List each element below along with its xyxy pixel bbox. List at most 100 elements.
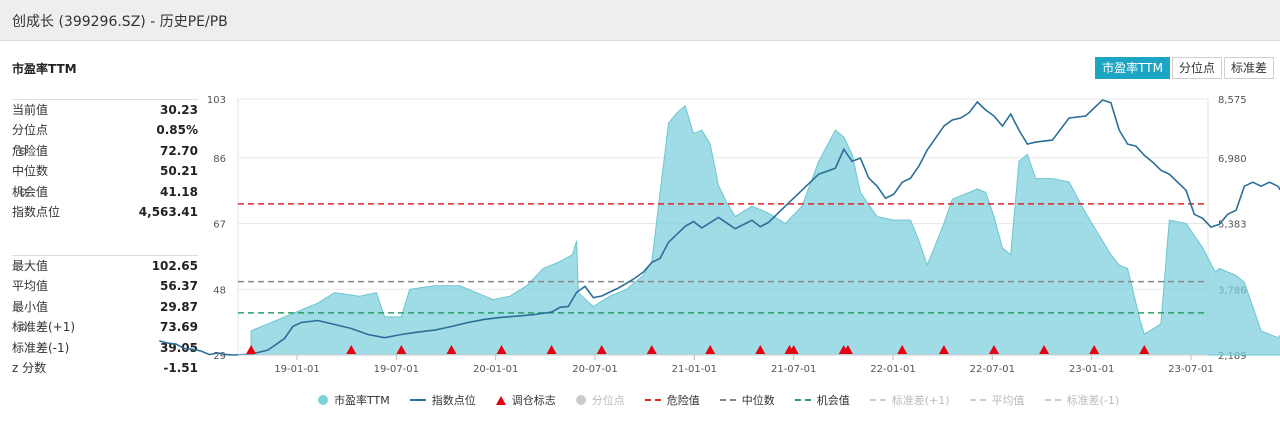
line-icon: [409, 399, 426, 401]
legend-item[interactable]: 调仓标志: [495, 392, 556, 408]
index-line: [159, 99, 1280, 356]
stat-label: 最小值: [12, 299, 49, 314]
legend-label: 指数点位: [431, 394, 476, 407]
x-tick-label: 23-07-01: [1168, 364, 1213, 375]
legend-item[interactable]: 分位点: [575, 392, 625, 408]
stats-panel-bottom: 最大值 102.65 平均值 56.37 最小值 29.87 标准差(+1) ⚙ 73.69 标准…: [12, 255, 198, 378]
stat-row: z 分数 -1.51: [12, 358, 198, 378]
window-title: 创成长 (399296.SZ) - 历史PE/PB: [12, 14, 228, 30]
stat-value: 72.70: [160, 143, 198, 158]
stat-value: 73.69: [160, 320, 198, 335]
stat-value: 0.85%: [156, 123, 198, 138]
rebalance-marker: [1039, 345, 1050, 354]
tab-pe-ttm[interactable]: 市盈率TTM: [1095, 57, 1170, 79]
legend-label: 中位数: [741, 394, 775, 407]
stat-value: 4,563.41: [138, 204, 198, 219]
y-right-tick-label: 8,575: [1218, 95, 1247, 106]
stat-row: 最小值 29.87: [12, 297, 198, 317]
gear-icon[interactable]: ⚙: [18, 185, 28, 199]
dash-line-icon: [969, 399, 986, 401]
stat-label: 最大值: [12, 259, 49, 273]
stat-label: 分位点: [12, 123, 49, 138]
x-tick-label: 20-01-01: [473, 364, 518, 375]
dash-line-icon: [644, 399, 661, 401]
stat-value: -1.51: [163, 360, 198, 375]
stat-label: z 分数: [12, 360, 47, 375]
stat-label: 机会值: [12, 184, 49, 199]
legend-label: 平均值: [991, 394, 1025, 407]
rebalance-marker: [546, 345, 557, 354]
stat-label: 标准差(+1): [12, 320, 76, 335]
x-tick-label: 23-01-01: [1069, 364, 1114, 375]
stat-value: 30.23: [160, 103, 198, 117]
legend-label: 标准差(+1): [891, 394, 950, 407]
pe-ttm-area: [250, 105, 1280, 356]
x-tick-label: 22-01-01: [870, 364, 915, 375]
rebalance-marker: [446, 345, 457, 354]
x-tick-label: 22-07-01: [970, 364, 1015, 375]
chart-legend: 市盈率TTM 指数点位 调仓标志 分位点 危险值 中位数 机会值 标准差(+1) 平均值 标准差(…: [318, 392, 1139, 408]
legend-item[interactable]: 标准差(+1): [869, 392, 950, 408]
stat-row: 平均值 56.37: [12, 276, 198, 296]
stat-label: 当前值: [12, 103, 49, 117]
stat-value: 56.37: [160, 279, 198, 294]
y-left-tick-label: 86: [213, 154, 226, 165]
legend-item[interactable]: 机会值: [794, 392, 850, 408]
stat-row: 当前值 30.23: [12, 100, 198, 120]
dash-line-icon: [794, 399, 811, 401]
legend-item[interactable]: 市盈率TTM: [318, 392, 390, 408]
y-left-tick-label: 29: [213, 351, 226, 362]
circle-icon: [318, 395, 328, 405]
y-left-tick-label: 103: [207, 95, 226, 106]
circle-icon: [575, 395, 586, 405]
legend-item[interactable]: 标准差(-1): [1044, 392, 1120, 408]
x-tick-label: 19-01-01: [274, 364, 319, 375]
dash-line-icon: [719, 399, 736, 401]
legend-label: 机会值: [816, 394, 850, 407]
y-right-tick-label: 6,980: [1218, 154, 1247, 165]
rebalance-marker: [1089, 345, 1100, 354]
rebalance-marker: [938, 345, 949, 354]
stat-row: 危险值 ⚙ 72.70: [12, 141, 198, 161]
dash-line-icon: [869, 399, 886, 401]
gear-icon[interactable]: ⚙: [18, 144, 28, 158]
rebalance-marker: [705, 345, 716, 354]
stat-value: 41.18: [160, 184, 198, 199]
rebalance-marker: [755, 345, 766, 354]
stat-value: 29.87: [160, 299, 198, 314]
stat-row: 标准差(+1) ⚙ 73.69: [12, 317, 198, 337]
gear-icon[interactable]: ⚙: [18, 321, 28, 335]
y-right-tick-label: 2,189: [1218, 351, 1247, 362]
stat-label: 标准差(-1): [12, 340, 70, 355]
stat-row: 中位数 50.21: [12, 161, 198, 181]
legend-item[interactable]: 中位数: [719, 392, 775, 408]
legend-label: 分位点: [591, 394, 625, 407]
stat-row: 指数点位 4,563.41: [12, 202, 198, 222]
section-title: 市盈率TTM: [12, 62, 77, 76]
legend-item[interactable]: 危险值: [644, 392, 700, 408]
legend-label: 标准差(-1): [1066, 394, 1120, 407]
y-left-tick-label: 67: [213, 220, 226, 231]
x-tick-label: 19-07-01: [374, 364, 419, 375]
y-left-tick-label: 48: [213, 285, 226, 296]
legend-label: 危险值: [666, 394, 700, 407]
stat-row: 最大值 102.65: [12, 256, 198, 276]
dash-line-icon: [1044, 399, 1061, 401]
tab-percentile[interactable]: 分位点: [1171, 57, 1222, 79]
stat-value: 50.21: [160, 164, 198, 179]
rebalance-marker: [788, 345, 799, 354]
x-tick-label: 21-07-01: [771, 364, 816, 375]
x-tick-label: 20-07-01: [572, 364, 617, 375]
rebalance-marker: [246, 345, 257, 354]
stat-label: 危险值: [12, 143, 49, 158]
legend-item[interactable]: 平均值: [969, 392, 1025, 408]
legend-item[interactable]: 指数点位: [409, 392, 476, 408]
tab-std-dev[interactable]: 标准差: [1223, 57, 1274, 79]
x-tick-label: 21-01-01: [672, 364, 717, 375]
stat-row: 机会值 ⚙ 41.18: [12, 182, 198, 202]
metric-tabs: 市盈率TTM 分位点 标准差: [1093, 57, 1274, 79]
stat-value: 102.65: [151, 259, 198, 273]
rebalance-marker: [396, 345, 407, 354]
rebalance-marker: [989, 345, 1000, 354]
